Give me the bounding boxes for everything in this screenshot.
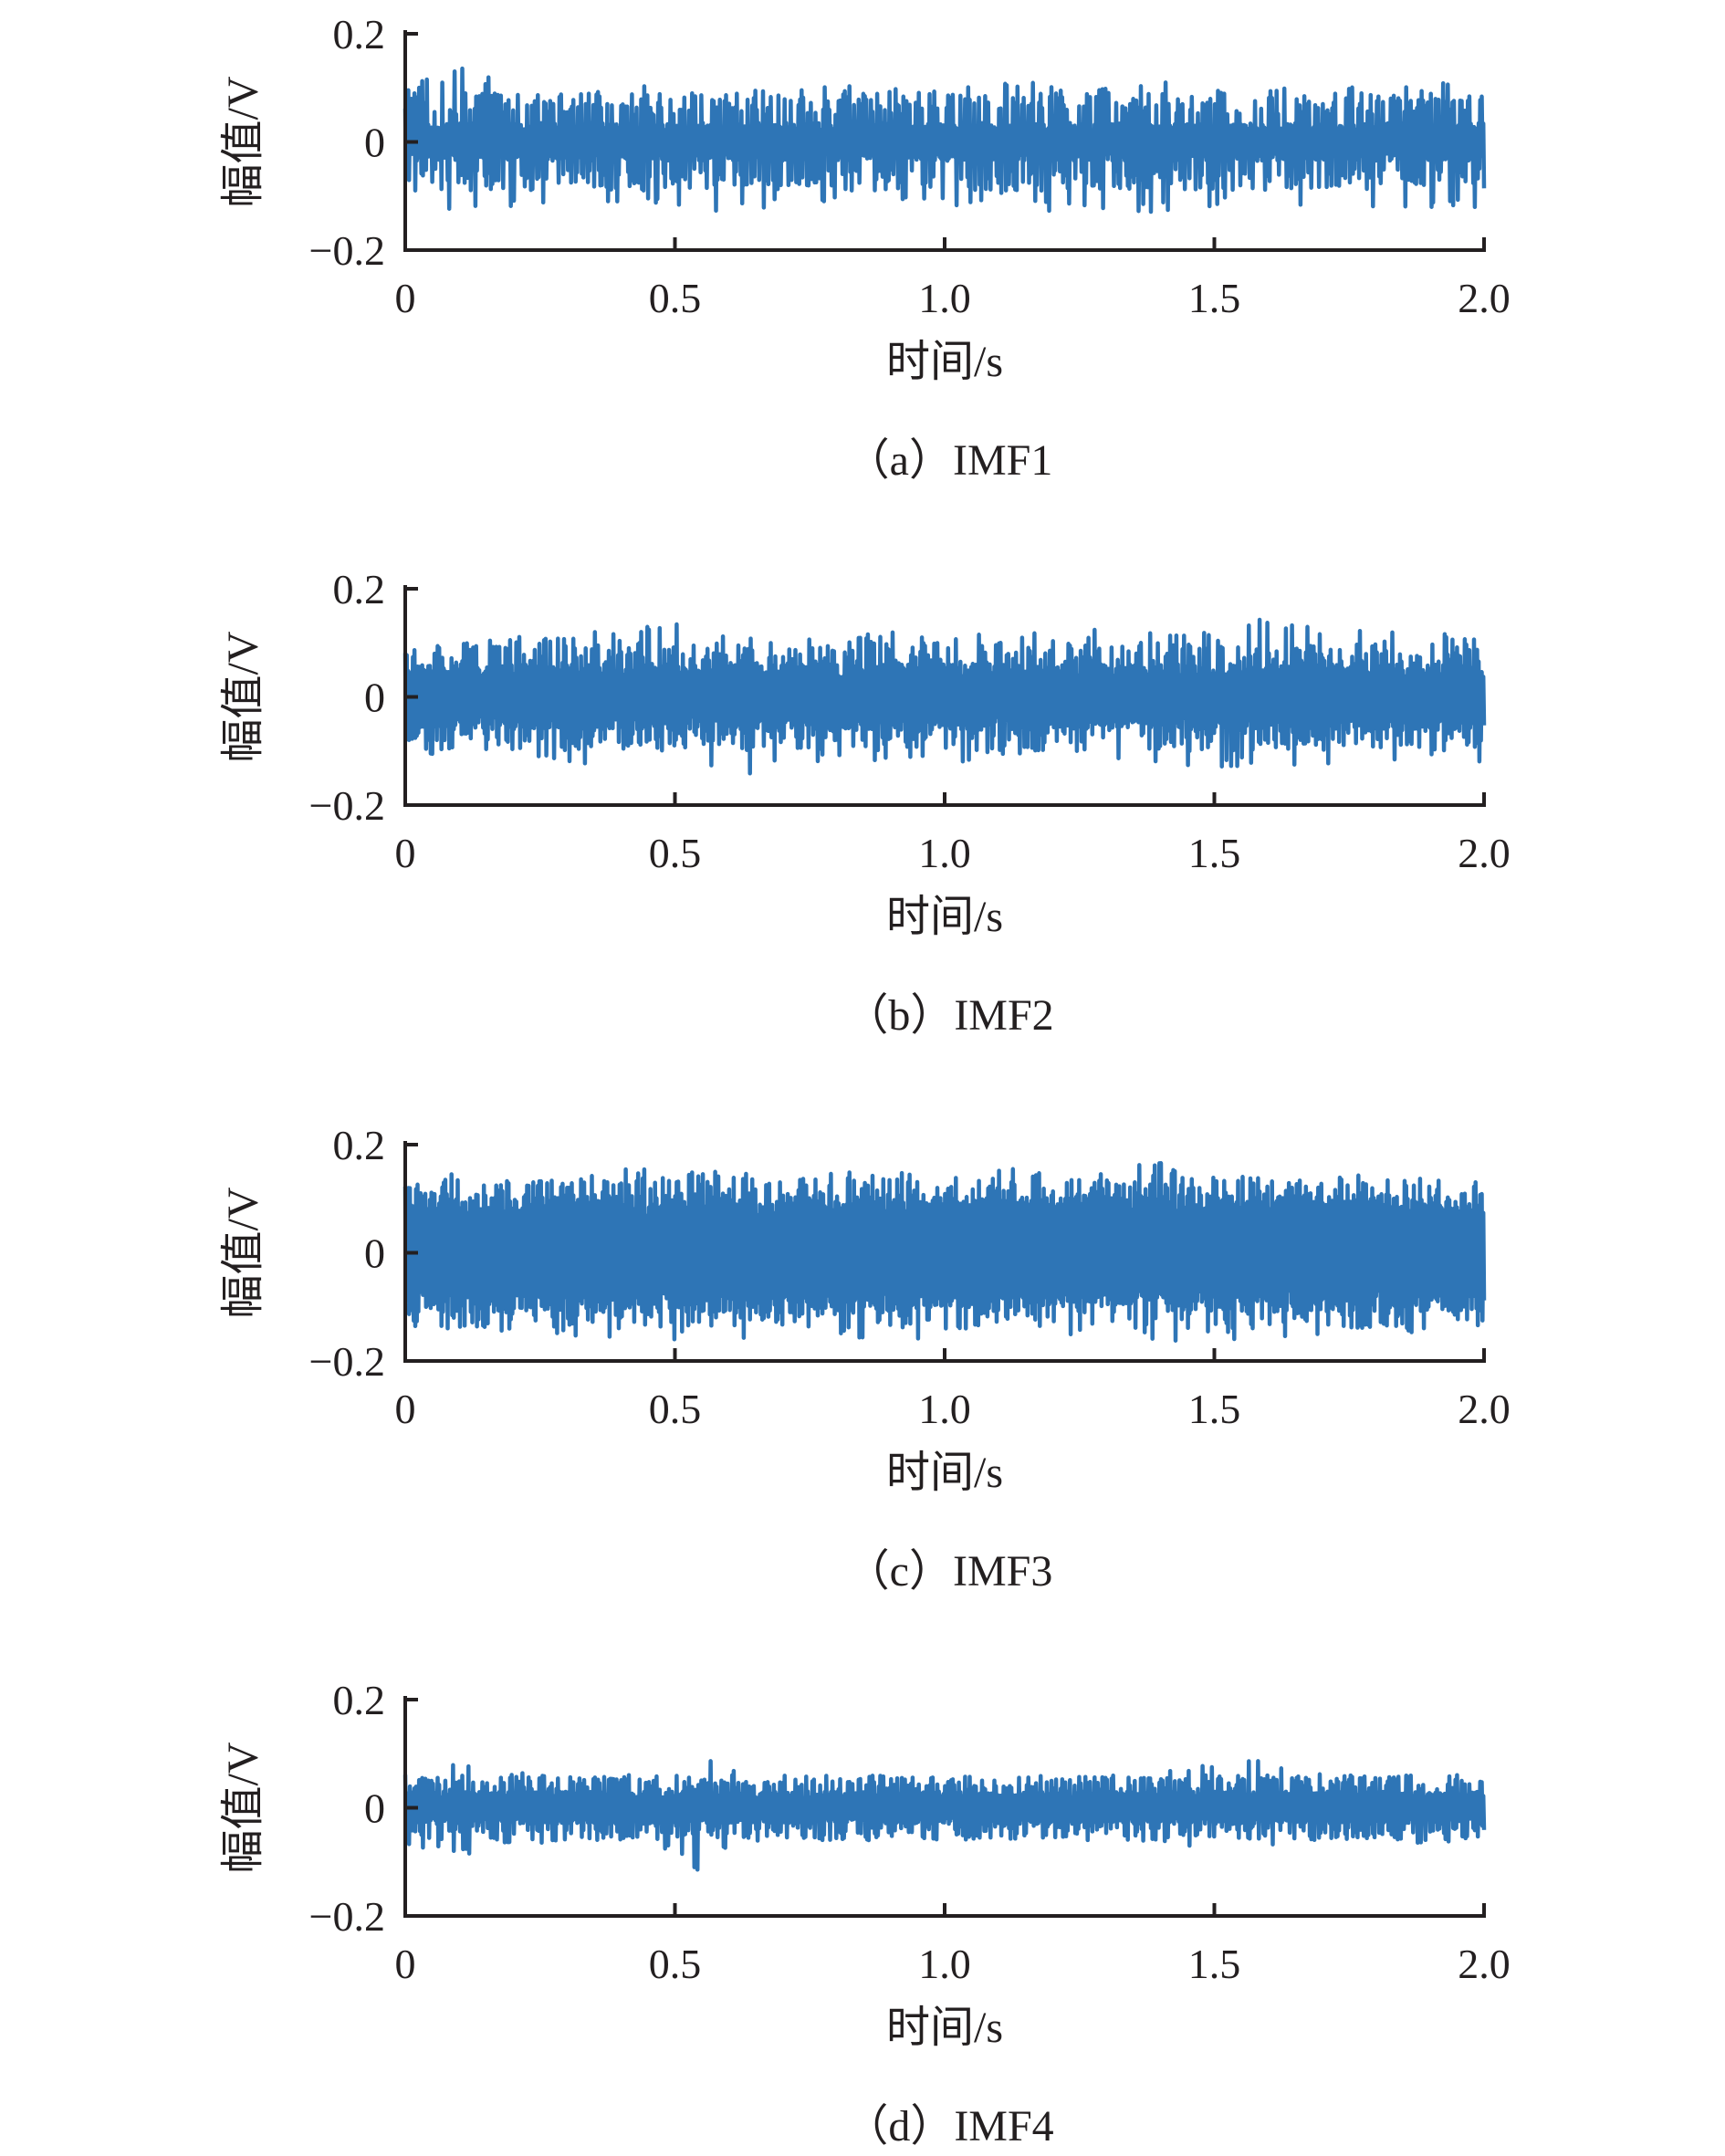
x-axis-label: 时间/s bbox=[886, 338, 1003, 386]
x-axis-label: 时间/s bbox=[886, 893, 1003, 941]
chart-panel-2: 0.20−0.20 0.5 1.0 1.5 2.0时间/s幅值/V（b）IMF2 bbox=[219, 566, 1511, 1040]
x-tick-label: 0 bbox=[395, 1941, 416, 1987]
x-tick-label: 1.0 bbox=[918, 830, 971, 876]
x-axis-label: 时间/s bbox=[886, 2004, 1003, 2052]
y-tick-label: 0 bbox=[364, 1785, 385, 1832]
x-tick-label: 1.0 bbox=[918, 1386, 971, 1432]
y-tick-label: −0.2 bbox=[309, 227, 385, 274]
y-tick-label: −0.2 bbox=[309, 782, 385, 829]
x-tick-label: 1.5 bbox=[1188, 275, 1241, 321]
panel-caption: （a）IMF1 bbox=[846, 436, 1053, 485]
y-tick-label: 0.2 bbox=[333, 11, 386, 58]
chart-panel-1: 0.20−0.20 0.5 1.0 1.5 2.0时间/s幅值/V（a）IMF1 bbox=[219, 11, 1511, 485]
x-axis-label: 时间/s bbox=[886, 1449, 1003, 1497]
x-tick-label: 0 bbox=[395, 1386, 416, 1432]
y-tick-label: 0.2 bbox=[333, 1122, 386, 1168]
chart-panel-3: 0.20−0.20 0.5 1.0 1.5 2.0时间/s幅值/V（c）IMF3 bbox=[219, 1122, 1511, 1596]
x-tick-label: 2.0 bbox=[1458, 1386, 1511, 1432]
y-tick-label: 0.2 bbox=[333, 566, 386, 612]
x-tick-label: 1.5 bbox=[1188, 830, 1241, 876]
x-tick-label: 0 bbox=[395, 275, 416, 321]
x-tick-label: 0.5 bbox=[649, 830, 702, 876]
x-tick-label: 0.5 bbox=[649, 1386, 702, 1432]
chart-panel-4: 0.20−0.20 0.5 1.0 1.5 2.0时间/s幅值/V（d）IMF4 bbox=[219, 1677, 1511, 2151]
x-tick-label: 0.5 bbox=[649, 275, 702, 321]
x-tick-label: 2.0 bbox=[1458, 830, 1511, 876]
y-tick-label: 0 bbox=[364, 120, 385, 166]
y-axis-label: 幅值/V bbox=[219, 76, 267, 207]
x-tick-label: 1.0 bbox=[918, 1941, 971, 1987]
x-tick-label: 2.0 bbox=[1458, 1941, 1511, 1987]
x-tick-label: 1.5 bbox=[1188, 1941, 1241, 1987]
y-tick-label: −0.2 bbox=[309, 1893, 385, 1940]
y-axis-label: 幅值/V bbox=[219, 631, 267, 762]
panel-caption: （b）IMF2 bbox=[844, 991, 1053, 1040]
x-tick-label: 0 bbox=[395, 830, 416, 876]
y-axis-label: 幅值/V bbox=[219, 1742, 267, 1873]
panel-caption: （d）IMF4 bbox=[844, 2102, 1053, 2151]
y-tick-label: 0 bbox=[364, 1230, 385, 1277]
series-line-imf1 bbox=[402, 66, 1487, 215]
series-line-imf3 bbox=[402, 1161, 1487, 1343]
y-tick-label: 0 bbox=[364, 675, 385, 721]
panel-caption: （c）IMF3 bbox=[846, 1547, 1053, 1596]
x-tick-label: 0.5 bbox=[649, 1941, 702, 1987]
y-axis-label: 幅值/V bbox=[219, 1187, 267, 1318]
x-tick-label: 2.0 bbox=[1458, 275, 1511, 321]
series-line-imf2 bbox=[402, 617, 1487, 776]
x-tick-label: 1.5 bbox=[1188, 1386, 1241, 1432]
y-tick-label: 0.2 bbox=[333, 1677, 386, 1723]
y-tick-label: −0.2 bbox=[309, 1338, 385, 1385]
series-line-imf4 bbox=[402, 1759, 1487, 1872]
x-tick-label: 1.0 bbox=[918, 275, 971, 321]
